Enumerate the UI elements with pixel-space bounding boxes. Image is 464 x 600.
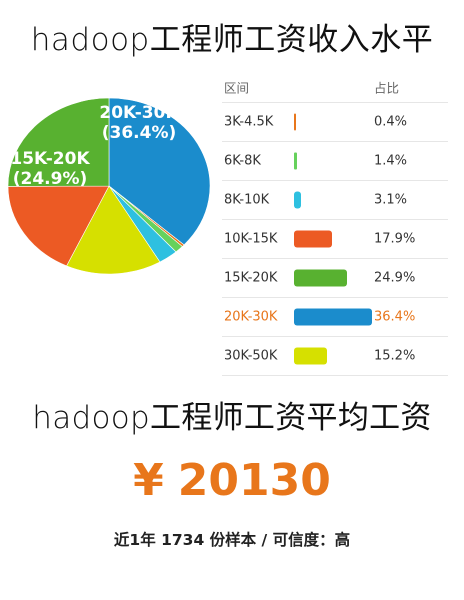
distribution-table: 区间 占比 3K-4.5K 0.4% 6K-8K 1.4% 8K-10K 3.1% 10K-… (222, 72, 448, 376)
average-salary-value: ¥20130 (0, 455, 464, 506)
sample-note: 近1年 1734 份样本 / 可信度：高 (113, 531, 351, 549)
row-bar (294, 113, 296, 131)
row-percent-label: 3.1% (374, 192, 408, 208)
yen-symbol: ¥ (133, 455, 164, 506)
row-range-label: 15K-20K (224, 270, 278, 286)
pie-slice-label: 20K-30K (99, 103, 179, 123)
row-percent-label: 0.4% (374, 114, 408, 130)
row-range-label: 30K-50K (224, 348, 278, 364)
header-percent: 占比 (374, 80, 400, 96)
pie-slice-10k-15k (7, 185, 110, 267)
row-bar (294, 308, 372, 326)
table-row: 3K-4.5K 0.4% (222, 103, 448, 142)
row-range-label: 6K-8K (224, 153, 261, 169)
table-row: 8K-10K 3.1% (222, 181, 448, 220)
row-percent-label: 17.9% (374, 231, 416, 247)
pie-slice-percent-label: (36.4%) (102, 123, 177, 143)
row-percent-label: 15.2% (374, 348, 416, 364)
table-row: 30K-50K 15.2% (222, 337, 448, 376)
row-range-label: 10K-15K (224, 231, 278, 247)
row-bar (294, 152, 297, 170)
pie-slice-30k-50k (66, 185, 161, 275)
row-bar (294, 269, 348, 287)
table-row: 10K-15K 17.9% (222, 220, 448, 259)
pie-chart: 20K-30K (36.4%) 15K-20K (24.9%) (6, 96, 212, 276)
pie-chart-svg: 20K-30K(36.4%) 15K-20K(24.9%) (7, 97, 211, 275)
table-header: 区间 占比 (222, 72, 448, 103)
header-range: 区间 (224, 80, 250, 96)
row-range-label: 8K-10K (224, 192, 270, 208)
row-percent-label: 24.9% (374, 270, 416, 286)
salary-level-title: hadoop工程师工资收入水平 (30, 22, 434, 58)
row-range-label: 3K-4.5K (224, 114, 274, 130)
salary-amount: 20130 (177, 455, 331, 506)
row-range-label: 20K-30K (224, 309, 278, 325)
row-bar (294, 347, 327, 365)
row-percent-label: 36.4% (374, 309, 416, 325)
table-row: 6K-8K 1.4% (222, 142, 448, 181)
row-bar (294, 230, 333, 248)
pie-slice-20k-30k (108, 97, 211, 246)
table-row: 20K-30K 36.4% (222, 298, 448, 337)
row-percent-label: 1.4% (374, 153, 408, 169)
table-row: 15K-20K 24.9% (222, 259, 448, 298)
row-bar (294, 191, 301, 209)
pie-slice-percent-label: (24.9%) (13, 169, 88, 189)
pie-slice-label: 15K-20K (10, 149, 90, 169)
average-salary-title: hadoop工程师工资平均工资 (32, 400, 432, 436)
pie-slice-15k-20k (7, 97, 110, 187)
